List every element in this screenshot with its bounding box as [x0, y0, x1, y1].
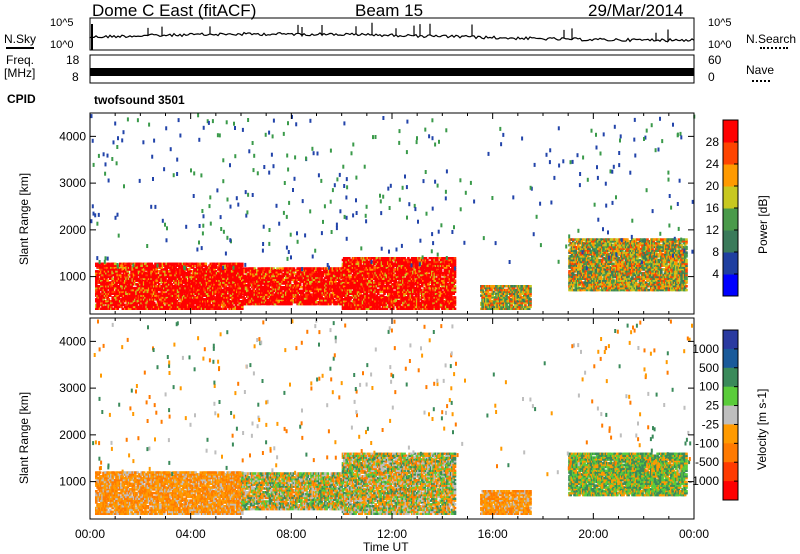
- power-echo-cell: [106, 279, 109, 282]
- power-echo-cell: [197, 263, 200, 266]
- power-echo-cell: [122, 308, 125, 311]
- power-echo-cell: [241, 263, 244, 266]
- power-echo-cell: [114, 263, 117, 266]
- power-echo-cell: [186, 263, 189, 266]
- power-echo-cell: [205, 263, 208, 266]
- power-echo-cell: [319, 267, 322, 270]
- power-echo-cell: [189, 270, 192, 273]
- noise-trace: [90, 23, 694, 42]
- plot-canvas: 1000200030004000100020003000400000:00 04:…: [0, 0, 800, 554]
- power-echo-cell: [293, 267, 296, 270]
- power-echo-cell: [298, 295, 301, 298]
- rti-plot: Dome C East (fitACF) Beam 15 29/Mar/2014…: [0, 0, 800, 554]
- power-echo-cell: [124, 263, 127, 266]
